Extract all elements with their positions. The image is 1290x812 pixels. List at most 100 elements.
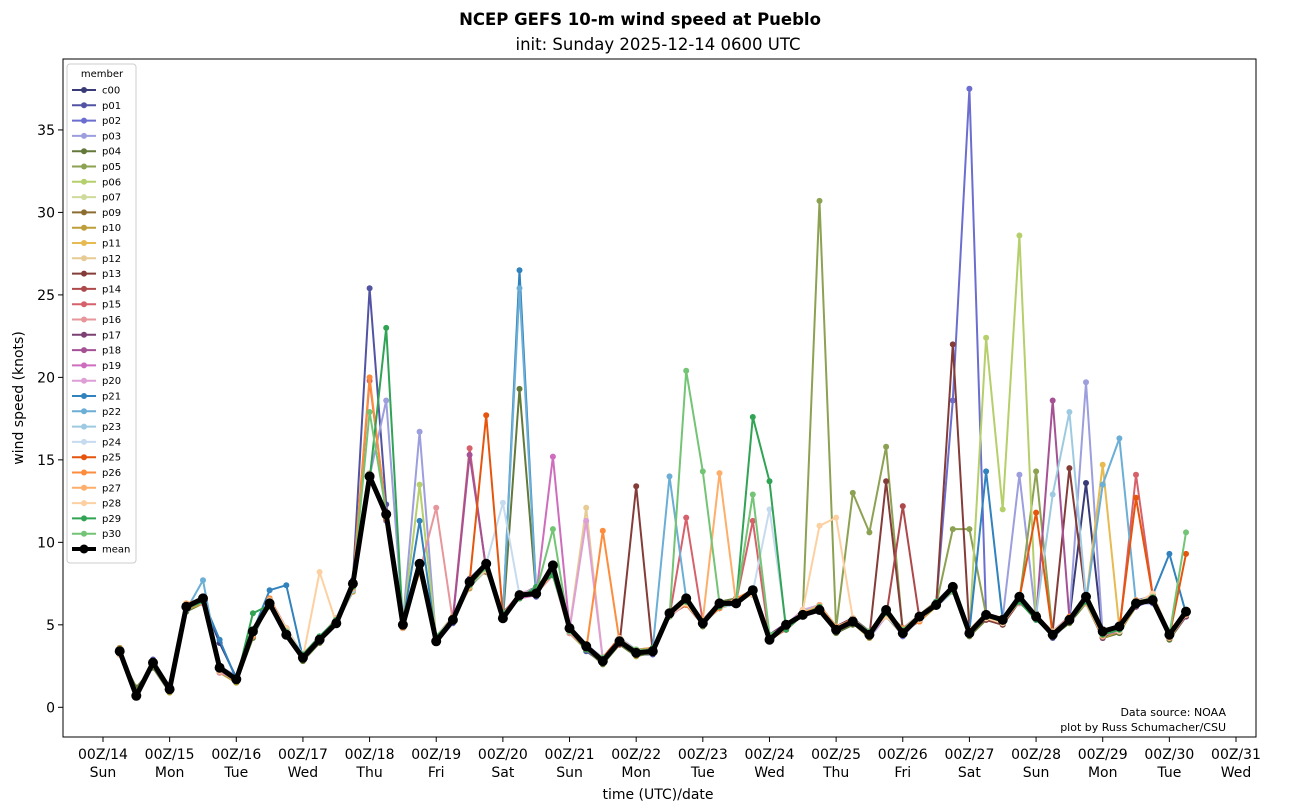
legend-label: c00 [102, 86, 120, 97]
legend-entry-c00: c00 [72, 86, 120, 97]
legend-entry-p06: p06 [72, 177, 121, 188]
x-tick-label-day: Fri [894, 765, 911, 781]
data-point-mean [1164, 629, 1175, 640]
data-point-p03 [1016, 471, 1023, 478]
data-point-mean [564, 623, 575, 634]
data-point-p25 [1183, 550, 1189, 557]
data-point-mean [847, 616, 858, 627]
y-tick-label: 0 [46, 700, 55, 716]
legend-label: p15 [102, 300, 121, 311]
legend-swatch-marker [81, 377, 87, 384]
legend-entry-p26: p26 [72, 468, 121, 479]
legend-entry-p10: p10 [72, 223, 121, 234]
data-point-p26 [366, 374, 373, 381]
y-tick-label: 20 [37, 370, 55, 386]
data-point-p11 [1099, 461, 1106, 468]
x-tick-label-time: 00Z/28 [1011, 747, 1061, 763]
legend-swatch-marker [81, 132, 87, 139]
legend-title: member [81, 69, 124, 80]
legend-swatch-marker [81, 362, 87, 369]
legend-entry-p15: p15 [72, 300, 121, 311]
data-point-mean [247, 626, 258, 637]
legend-entry-p07: p07 [72, 193, 121, 204]
data-point-p22 [516, 285, 523, 292]
data-point-p22 [200, 577, 206, 584]
x-tick-label-time: 00Z/29 [1078, 747, 1128, 763]
x-tick-label-time: 00Z/15 [145, 747, 195, 763]
data-point-mean [897, 628, 908, 639]
legend-entry-p09: p09 [72, 208, 121, 219]
legend-label: p21 [102, 392, 121, 403]
y-axis: 0 5 10 15 20 25 30 35 [37, 123, 63, 716]
series-line-p12 [118, 475, 1187, 697]
data-point-mean [214, 662, 225, 673]
data-point-mean [264, 598, 275, 609]
data-point-mean [1147, 595, 1158, 606]
data-point-mean [664, 608, 675, 619]
data-point-p30 [1183, 529, 1189, 536]
x-axis: 00Z/14 Sun 00Z/15 Mon 00Z/16 Tue 00Z/17 Wed 00Z/… [78, 737, 1261, 781]
data-point-p23 [1066, 409, 1073, 415]
series-line-p11 [118, 463, 1187, 696]
data-point-p30 [749, 491, 756, 498]
series-mean [114, 471, 1191, 701]
data-point-mean [1014, 591, 1025, 602]
y-tick-label: 15 [37, 453, 55, 469]
y-tick-label: 35 [37, 123, 55, 139]
legend-entry-p05: p05 [72, 162, 121, 173]
series-line-p24 [118, 473, 1187, 696]
data-point-p13 [633, 483, 640, 490]
legend-entry-mean: mean [72, 544, 130, 556]
data-point-p03 [383, 397, 390, 404]
legend-entry-p29: p29 [72, 514, 121, 525]
x-tick-label-time: 00Z/16 [211, 747, 261, 763]
data-point-p16 [433, 504, 440, 511]
legend-entry-p21: p21 [72, 392, 121, 403]
data-point-p28 [816, 522, 823, 529]
legend-entry-p24: p24 [72, 437, 121, 448]
data-point-p24 [766, 506, 773, 513]
x-tick-label-time: 00Z/22 [611, 747, 661, 763]
series-line-p27 [118, 472, 1187, 697]
legend-entry-p20: p20 [72, 376, 121, 387]
legend-entry-p03: p03 [72, 131, 121, 142]
series-p19 [116, 453, 1189, 698]
data-point-mean [314, 634, 325, 645]
data-point-mean [647, 646, 658, 657]
legend-label: p30 [102, 529, 121, 540]
data-point-mean [1131, 598, 1141, 609]
x-tick-label-day: Wed [1221, 765, 1252, 781]
legend-entry-p02: p02 [72, 116, 121, 127]
series-p06 [116, 232, 1189, 698]
x-tick-label-time: 00Z/18 [345, 747, 395, 763]
data-point-mean [764, 634, 775, 645]
series-line-p22 [118, 287, 1187, 694]
x-tick-label-day: Sun [1023, 765, 1050, 781]
data-point-mean [198, 593, 208, 604]
legend-label: p10 [102, 223, 121, 234]
chart-title: NCEP GEFS 10-m wind speed at Pueblo [459, 10, 821, 29]
data-point-mean [997, 614, 1008, 625]
series-line-p21 [118, 269, 1187, 699]
series-line-p09 [118, 473, 1187, 694]
data-point-p05 [1033, 468, 1040, 475]
data-point-p22 [666, 473, 673, 480]
x-tick-label-day: Thu [822, 765, 849, 781]
data-point-p30 [549, 526, 556, 533]
data-point-p28 [316, 569, 323, 575]
data-point-p05 [866, 529, 873, 536]
data-point-mean [347, 578, 358, 589]
data-point-p05 [883, 443, 890, 450]
data-point-p06 [1016, 232, 1023, 239]
legend-label: p19 [102, 361, 121, 372]
data-point-p24 [499, 499, 506, 506]
legend-entry-p16: p16 [72, 315, 121, 326]
data-point-mean [331, 618, 342, 629]
data-point-mean [231, 674, 242, 685]
legend-label: p18 [102, 346, 121, 357]
legend-label: p14 [102, 284, 121, 295]
data-point-mean [464, 576, 475, 587]
data-point-mean [397, 619, 408, 630]
series-line-p19 [118, 455, 1187, 696]
series-p28 [116, 470, 1189, 698]
